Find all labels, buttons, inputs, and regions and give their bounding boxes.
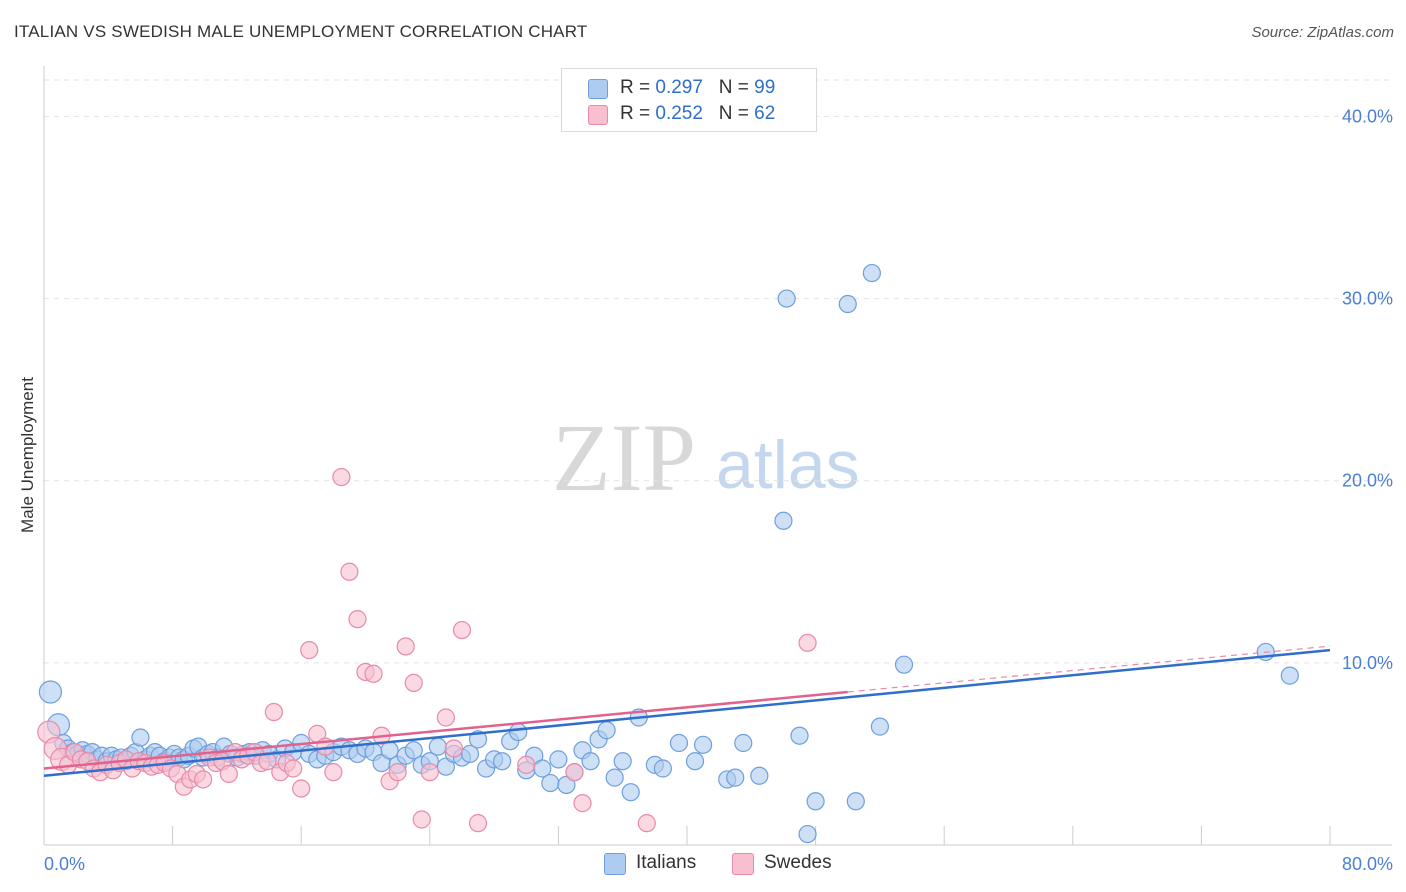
italians-point-68 xyxy=(468,730,488,749)
italians-r-value: 0.297 xyxy=(655,77,703,98)
swedes-point-64 xyxy=(565,763,584,782)
swedes-point-39 xyxy=(292,779,311,798)
x-tick-label-min: 0.0% xyxy=(44,854,85,874)
data-points xyxy=(37,263,1299,844)
source-label: Source: ZipAtlas.com xyxy=(1251,24,1394,41)
italians-point-98 xyxy=(774,511,793,530)
italians-point-93 xyxy=(693,735,713,754)
italians-point-82 xyxy=(581,752,600,771)
y-tick-label-20: 20.0% xyxy=(1342,471,1393,491)
axes xyxy=(43,66,1392,846)
swedes-point-58 xyxy=(452,620,472,640)
swedes-point-28 xyxy=(219,764,238,784)
italians-point-84 xyxy=(597,721,616,740)
italians-point-92 xyxy=(685,752,705,771)
italians-legend-label: Italians xyxy=(636,852,697,873)
italians-swatch xyxy=(588,79,608,99)
swedes-point-40 xyxy=(300,641,319,660)
legend-text-swedes: R = 0.252 N = 62 xyxy=(620,103,775,125)
italians-point-87 xyxy=(621,783,640,802)
swedes-legend-label: Swedes xyxy=(764,852,832,873)
italians-point-71 xyxy=(493,752,512,771)
italians-point-95 xyxy=(726,768,745,787)
italians-n-label: N = xyxy=(718,77,755,98)
italians-point-100 xyxy=(790,726,809,745)
swedes-point-24 xyxy=(194,770,213,789)
trend-lines xyxy=(43,645,1331,778)
swedes-point-51 xyxy=(388,763,407,782)
swedes-legend-swatch xyxy=(732,853,754,875)
italians-point-97 xyxy=(750,766,769,785)
swedes-r-value: 0.252 xyxy=(655,103,703,124)
swedes-point-55 xyxy=(420,763,439,782)
italians-point-63 xyxy=(428,737,447,756)
italians-point-107 xyxy=(894,655,914,674)
italians-r-label: R = xyxy=(620,77,656,98)
italians-point-18 xyxy=(131,728,150,747)
italians-point-0 xyxy=(38,680,63,704)
y-tick-label-30: 30.0% xyxy=(1342,289,1393,309)
swedes-point-61 xyxy=(637,814,656,833)
legend-text-italians: R = 0.297 N = 99 xyxy=(620,77,775,99)
swedes-r-label: R = xyxy=(620,103,656,124)
italians-point-102 xyxy=(806,792,825,811)
watermark-atlas: atlas xyxy=(716,427,860,503)
swedes-point-56 xyxy=(436,708,455,727)
swedes-point-38 xyxy=(284,759,303,778)
swedes-swatch xyxy=(588,105,608,125)
italians-point-90 xyxy=(653,759,672,778)
tick-labels: 10.0% 20.0% 30.0% 40.0% 0.0% 80.0% xyxy=(44,106,1393,874)
y-tick-label-10: 10.0% xyxy=(1342,653,1393,673)
swedes-point-52 xyxy=(396,637,415,656)
italians-point-77 xyxy=(541,773,560,793)
swedes-point-63 xyxy=(517,755,536,774)
italians-point-101 xyxy=(798,824,817,844)
swedes-point-54 xyxy=(412,810,431,829)
italians-point-73 xyxy=(509,722,528,742)
italians-point-105 xyxy=(862,263,881,283)
swedes-trend-extension xyxy=(847,645,1331,693)
x-tick-label-max: 80.0% xyxy=(1342,854,1393,874)
italians-n-value: 99 xyxy=(754,77,776,98)
italians-point-104 xyxy=(846,792,865,811)
y-tick-label-40: 40.0% xyxy=(1342,106,1393,126)
swedes-n-label: N = xyxy=(718,103,755,124)
swedes-point-48 xyxy=(364,664,383,683)
swedes-n-value: 62 xyxy=(754,103,776,124)
italians-point-91 xyxy=(669,733,689,753)
italians-legend-swatch xyxy=(604,853,626,875)
swedes-point-62 xyxy=(798,633,817,652)
swedes-point-57 xyxy=(444,739,464,758)
italians-point-109 xyxy=(1280,666,1299,685)
chart-title: ITALIAN VS SWEDISH MALE UNEMPLOYMENT COR… xyxy=(14,22,588,41)
italians-point-96 xyxy=(734,733,753,753)
grid-lines xyxy=(44,79,1392,664)
swedes-point-60 xyxy=(573,794,592,813)
italians-point-78 xyxy=(549,750,568,769)
italians-point-67 xyxy=(460,744,480,764)
italians-point-86 xyxy=(613,752,632,771)
swedes-point-53 xyxy=(404,673,423,692)
swedes-point-35 xyxy=(264,702,283,722)
swedes-trend-line xyxy=(43,690,848,770)
swedes-point-44 xyxy=(332,467,351,487)
swedes-point-43 xyxy=(324,763,343,782)
watermark-zip: ZIP xyxy=(552,404,696,511)
correlation-legend: R = 0.297 N = 99 R = 0.252 N = 62 xyxy=(561,68,817,132)
italians-point-60 xyxy=(404,741,423,760)
italians-point-99 xyxy=(777,289,796,308)
swedes-point-59 xyxy=(468,814,488,833)
swedes-point-45 xyxy=(340,562,359,581)
italians-point-103 xyxy=(838,294,857,314)
italians-point-85 xyxy=(605,768,624,787)
italians-trend-line xyxy=(43,648,1331,778)
italians-point-106 xyxy=(870,717,890,736)
swedes-point-46 xyxy=(348,610,367,629)
